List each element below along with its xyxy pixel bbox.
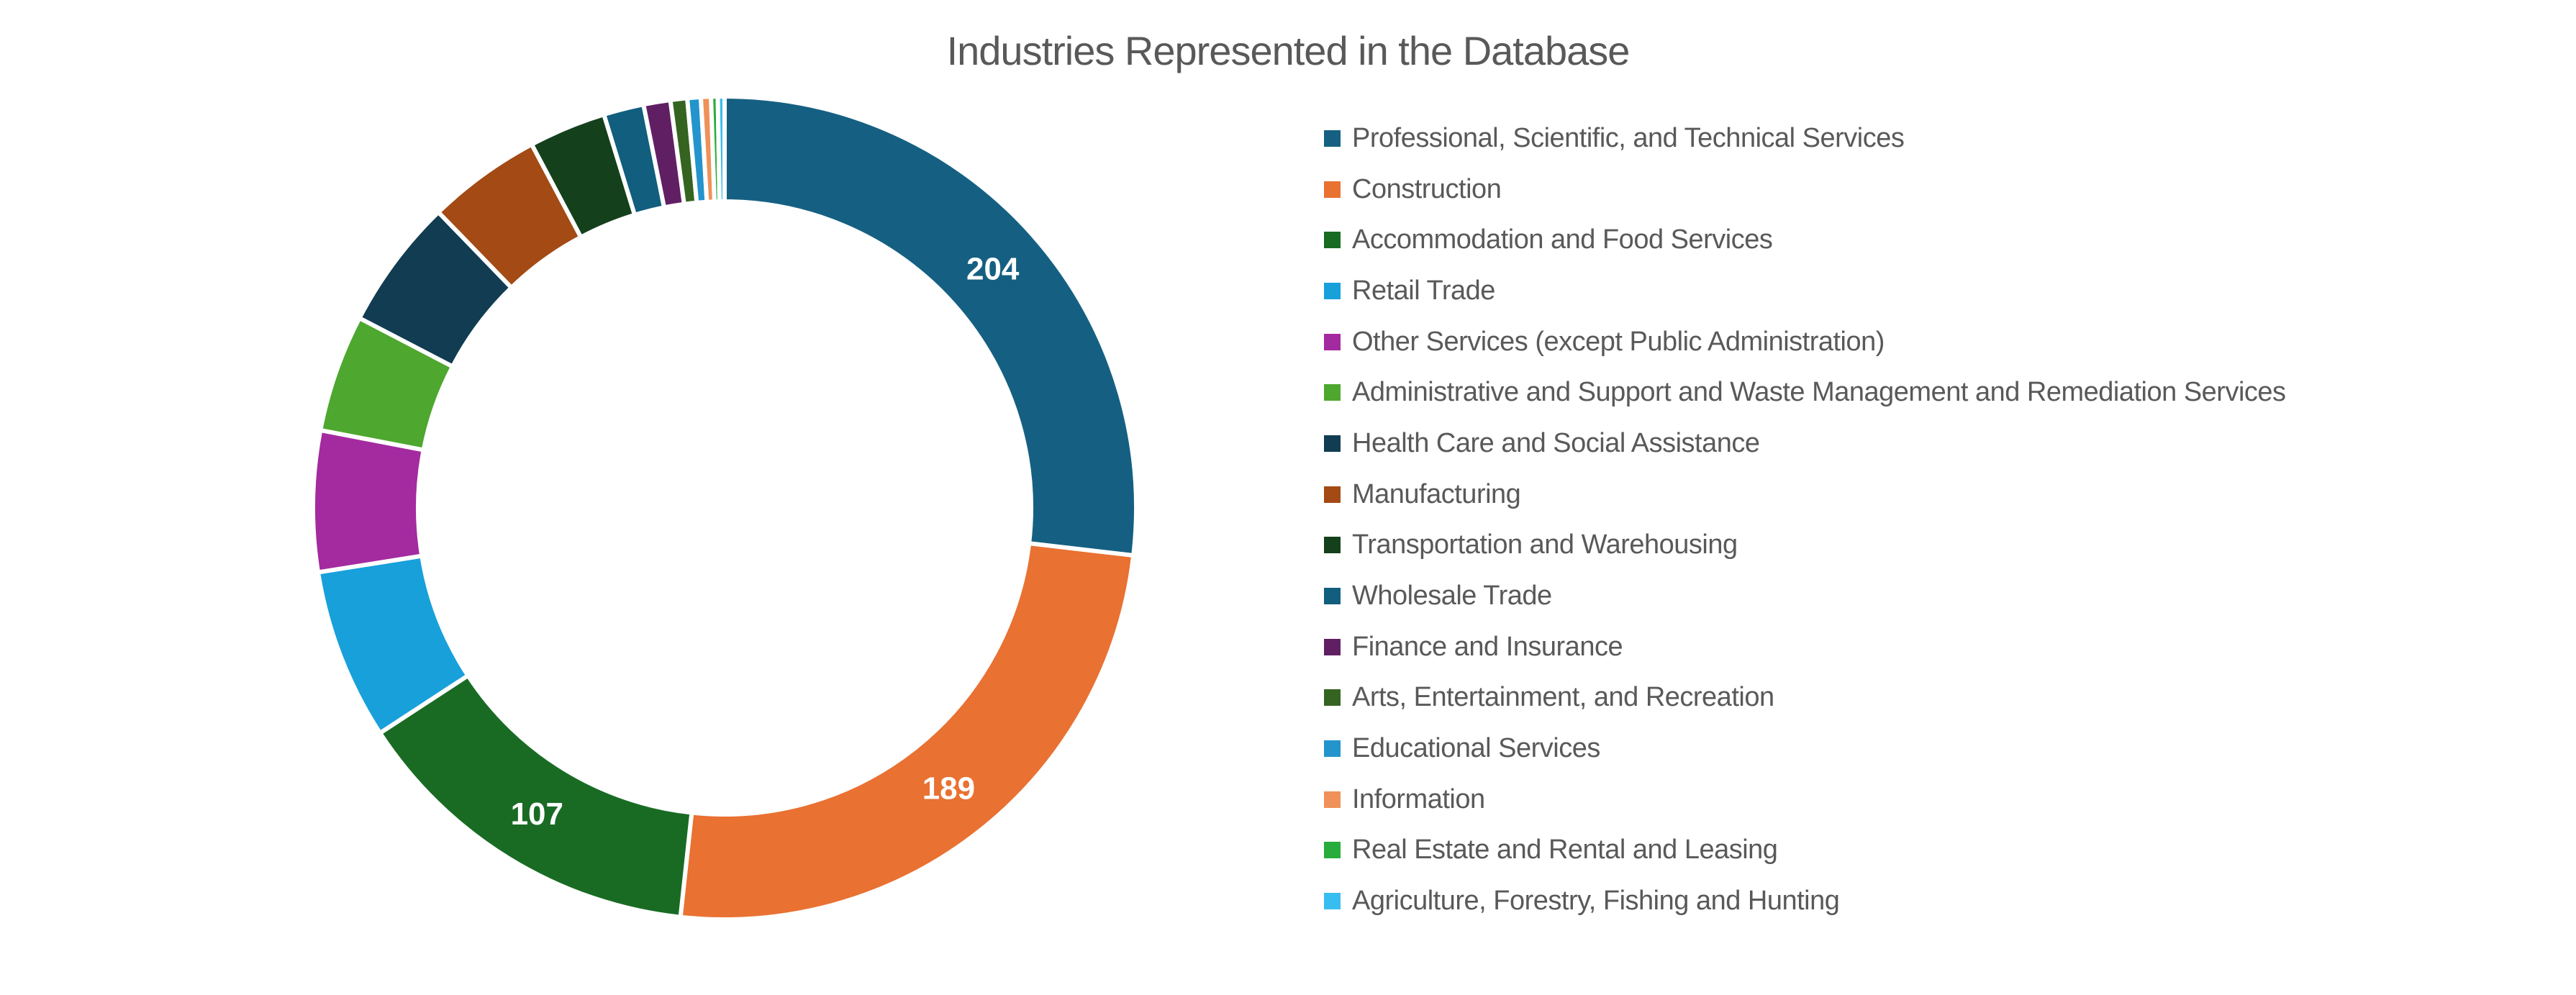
legend-item-label: Arts, Entertainment, and Recreation — [1352, 682, 1774, 713]
legend-item: Educational Services — [1324, 723, 2286, 774]
legend-item-label: Real Estate and Rental and Leasing — [1352, 835, 1778, 865]
chart-title: Industries Represented in the Database — [946, 28, 1631, 73]
legend-swatch — [1324, 537, 1341, 554]
legend-swatch — [1324, 842, 1341, 859]
legend-item-label: Accommodation and Food Services — [1352, 224, 1773, 255]
legend-item-label: Agriculture, Forestry, Fishing and Hunti… — [1352, 886, 1840, 917]
legend-item: Manufacturing — [1324, 469, 2286, 520]
legend-item-label: Manufacturing — [1352, 478, 1521, 509]
legend-item: Administrative and Support and Waste Man… — [1324, 367, 2286, 418]
donut-slice — [722, 94, 1138, 558]
legend-item-label: Administrative and Support and Waste Man… — [1352, 377, 2286, 408]
legend-item: Wholesale Trade — [1324, 571, 2286, 622]
legend-item-label: Information — [1352, 783, 1485, 814]
legend-swatch — [1324, 435, 1341, 452]
legend-item: Professional, Scientific, and Technical … — [1324, 113, 2286, 164]
legend-swatch — [1324, 181, 1341, 198]
legend-swatch — [1324, 588, 1341, 605]
donut-slice — [715, 94, 727, 204]
legend-item-label: Finance and Insurance — [1352, 631, 1623, 662]
legend-item-label: Other Services (except Public Administra… — [1352, 326, 1885, 357]
legend-swatch — [1324, 384, 1341, 401]
legend-item: Finance and Insurance — [1324, 622, 2286, 673]
legend-swatch — [1324, 740, 1341, 758]
legend-item: Information — [1324, 774, 2286, 825]
donut-slice — [678, 540, 1136, 922]
legend-item: Other Services (except Public Administra… — [1324, 317, 2286, 368]
legend-item: Health Care and Social Assistance — [1324, 418, 2286, 469]
legend-swatch — [1324, 486, 1341, 503]
legend-swatch — [1324, 791, 1341, 808]
legend-item-label: Construction — [1352, 173, 1502, 204]
legend: Professional, Scientific, and Technical … — [1324, 113, 2286, 927]
legend-item-label: Health Care and Social Assistance — [1352, 427, 1760, 458]
legend-swatch — [1324, 130, 1341, 147]
legend-item-label: Professional, Scientific, and Technical … — [1352, 122, 1905, 153]
legend-item: Accommodation and Food Services — [1324, 214, 2286, 265]
legend-item: Real Estate and Rental and Leasing — [1324, 825, 2286, 876]
legend-swatch — [1324, 232, 1341, 249]
legend-swatch — [1324, 689, 1341, 707]
slice-data-label: 204 — [966, 252, 1020, 287]
legend-item: Agriculture, Forestry, Fishing and Hunti… — [1324, 876, 2286, 927]
slice-data-label: 107 — [511, 796, 563, 832]
legend-swatch — [1324, 333, 1341, 350]
legend-item: Construction — [1324, 164, 2286, 215]
legend-item: Arts, Entertainment, and Recreation — [1324, 673, 2286, 724]
legend-item: Transportation and Warehousing — [1324, 520, 2286, 571]
legend-item-label: Educational Services — [1352, 733, 1600, 764]
donut-slice — [311, 427, 427, 575]
legend-item: Retail Trade — [1324, 265, 2286, 317]
legend-item-label: Retail Trade — [1352, 275, 1495, 306]
legend-swatch — [1324, 282, 1341, 299]
legend-swatch — [1324, 638, 1341, 655]
legend-swatch — [1324, 893, 1341, 910]
legend-item-label: Wholesale Trade — [1352, 581, 1552, 612]
slice-data-label: 189 — [922, 771, 975, 807]
legend-item-label: Transportation and Warehousing — [1352, 530, 1738, 560]
